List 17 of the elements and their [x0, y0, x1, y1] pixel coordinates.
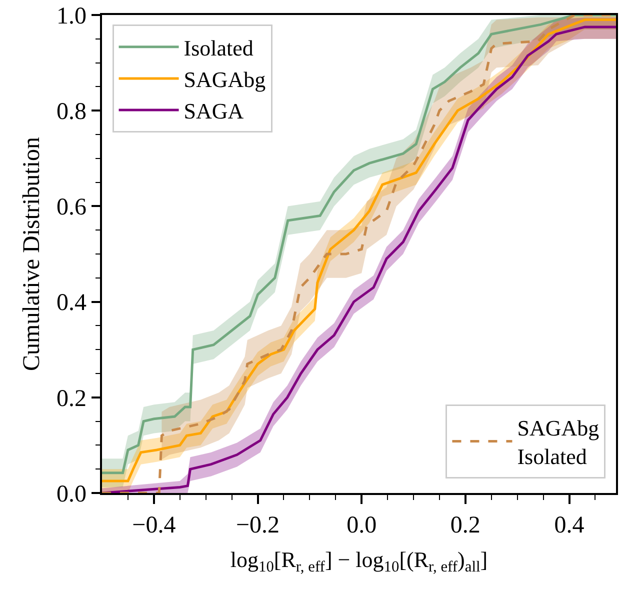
legend-label: Isolated [184, 35, 254, 60]
x-tick-label: −0.4 [132, 512, 176, 539]
y-tick-label: 0.2 [56, 386, 86, 412]
x-tick-label: 0.0 [346, 512, 377, 539]
legend-label: SAGAbg [184, 67, 266, 92]
x-tick-label: 0.4 [554, 512, 584, 539]
y-tick-label: 0.8 [56, 99, 86, 125]
y-tick-label: 0.4 [56, 290, 86, 316]
legend-label: SAGAbg Isolated [517, 416, 600, 470]
y-tick-label: 0.6 [56, 194, 86, 221]
x-tick-label: −0.2 [236, 512, 280, 539]
y-tick-label: 0.0 [56, 481, 86, 508]
y-axis-title: Cumulative Distribution [19, 137, 46, 371]
y-tick-label: 1.0 [56, 3, 86, 30]
x-tick-label: 0.2 [450, 512, 480, 539]
text: log$_{10}$[R$_{r, eff}$] − log$_{10}$[(R$_{r, eff}$)$_{all}$] [230, 546, 488, 576]
legend-label: SAGA [184, 98, 244, 124]
